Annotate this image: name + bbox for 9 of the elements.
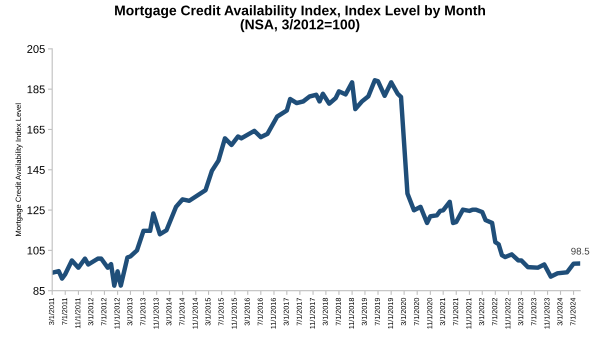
chart-title: Mortgage Credit Availability Index, Index Level by Month (NSA, 3/2012=100) <box>115 5 486 32</box>
annotation: 98.5 <box>571 248 590 255</box>
y-tick-label: 145 <box>28 166 45 174</box>
y-tick-label: 85 <box>33 286 45 295</box>
y-tick-label: 205 <box>27 45 45 53</box>
y-tick-label: 165 <box>28 126 45 134</box>
y-tick-label: 105 <box>28 246 45 255</box>
y-tick-label: 185 <box>28 85 45 94</box>
y-tick-label: 125 <box>28 206 45 214</box>
